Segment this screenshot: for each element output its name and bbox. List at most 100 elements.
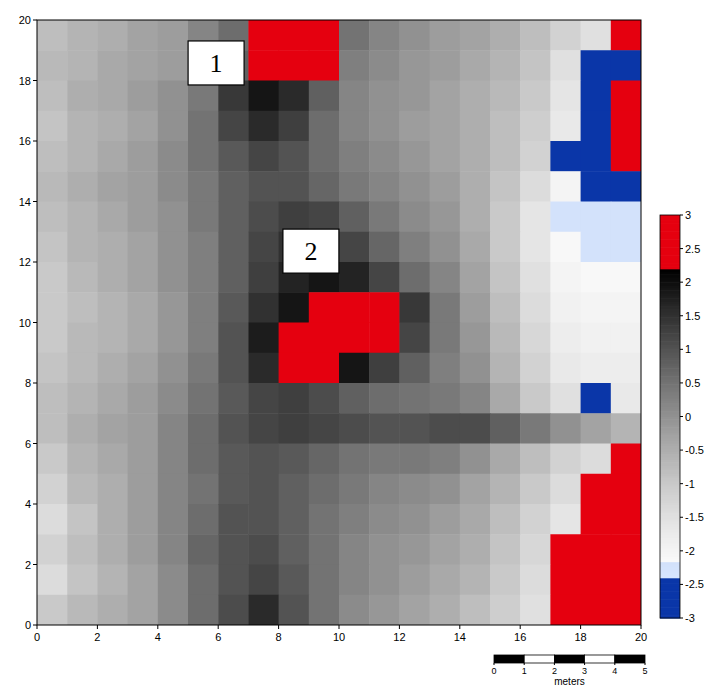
cell <box>520 383 551 414</box>
cell <box>550 565 581 596</box>
cell <box>339 171 370 202</box>
cell <box>218 202 249 233</box>
cell <box>430 232 461 263</box>
cell <box>188 262 219 293</box>
y-tick <box>33 262 37 263</box>
cell <box>430 141 461 172</box>
cell <box>399 444 430 475</box>
cell <box>460 202 491 233</box>
cell <box>158 111 189 142</box>
cell <box>339 413 370 444</box>
cell <box>490 292 521 323</box>
cell <box>309 595 340 625</box>
scale-bar-label: 0 <box>491 666 496 676</box>
cell <box>550 141 581 172</box>
cell <box>37 171 68 202</box>
cell <box>279 534 310 565</box>
cell <box>369 50 400 81</box>
cell <box>369 111 400 142</box>
cell <box>339 232 370 263</box>
scale-bar-label: 5 <box>642 666 647 676</box>
cell <box>218 504 249 535</box>
colorbar-swatch <box>660 215 680 218</box>
colorbar-tick-label: -1 <box>685 478 695 490</box>
cell <box>218 353 249 384</box>
cell <box>279 50 310 81</box>
cell <box>158 50 189 81</box>
colorbar-tick-label: 1.5 <box>685 310 700 322</box>
cell <box>97 232 128 263</box>
cell <box>97 323 128 354</box>
cell <box>550 353 581 384</box>
cell <box>369 141 400 172</box>
cell <box>399 20 430 51</box>
cell <box>611 383 641 414</box>
cell <box>581 444 612 475</box>
y-tick-label: 2 <box>25 559 31 571</box>
cell <box>460 111 491 142</box>
cell <box>460 474 491 505</box>
cell <box>430 565 461 596</box>
cells <box>37 20 641 625</box>
cell <box>188 292 219 323</box>
cell <box>490 232 521 263</box>
y-tick <box>33 443 37 444</box>
cell <box>550 595 581 625</box>
cell <box>309 111 340 142</box>
cell <box>97 81 128 112</box>
cell <box>369 171 400 202</box>
cell <box>611 171 641 202</box>
cell <box>37 141 68 172</box>
cell <box>430 111 461 142</box>
annotation-box <box>283 229 339 273</box>
cell <box>430 292 461 323</box>
cell <box>460 534 491 565</box>
annotation: 2 <box>304 237 317 266</box>
cell <box>279 474 310 505</box>
cell <box>158 81 189 112</box>
cell <box>520 353 551 384</box>
cell <box>430 20 461 51</box>
scale-bar-segment <box>554 655 584 663</box>
cell <box>581 565 612 596</box>
cell <box>611 595 641 625</box>
cell <box>339 262 370 293</box>
cell <box>188 141 219 172</box>
cell <box>460 565 491 596</box>
cell <box>309 444 340 475</box>
cell <box>550 171 581 202</box>
cell <box>460 504 491 535</box>
cell <box>611 141 641 172</box>
cell <box>67 565 98 596</box>
cell <box>248 262 279 293</box>
cell <box>430 323 461 354</box>
cell <box>339 534 370 565</box>
cell <box>158 171 189 202</box>
cell <box>248 565 279 596</box>
cell <box>490 353 521 384</box>
y-tick <box>33 625 37 626</box>
cell <box>97 111 128 142</box>
cell <box>550 292 581 323</box>
cell <box>520 292 551 323</box>
cell <box>128 202 159 233</box>
cell <box>339 141 370 172</box>
cell <box>309 534 340 565</box>
cell <box>37 202 68 233</box>
plot-frame <box>37 20 641 625</box>
cell <box>97 20 128 51</box>
y-tick-label: 8 <box>25 377 31 389</box>
cell <box>460 171 491 202</box>
cell <box>490 383 521 414</box>
cell <box>279 171 310 202</box>
cell <box>248 504 279 535</box>
x-tick-label: 18 <box>574 631 586 643</box>
cell <box>188 413 219 444</box>
cell <box>550 111 581 142</box>
annotation-box <box>188 41 244 85</box>
cell <box>218 534 249 565</box>
x-tick-label: 20 <box>635 631 647 643</box>
cell <box>369 81 400 112</box>
cell <box>188 171 219 202</box>
cell <box>218 111 249 142</box>
